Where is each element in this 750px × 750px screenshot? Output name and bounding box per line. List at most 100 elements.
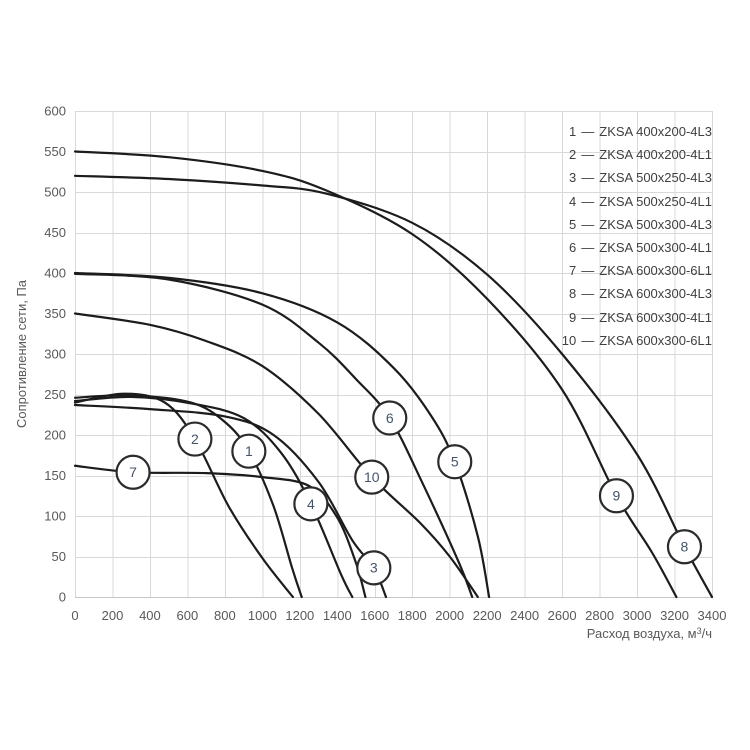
series-marker-circle-3 <box>356 550 392 586</box>
y-tick-label: 300 <box>44 347 66 362</box>
legend-item-number: 9 <box>569 309 577 325</box>
x-tick-label: 1800 <box>398 608 427 623</box>
series-marker-number-7: 7 <box>129 464 137 480</box>
legend-item-label: ZKSA 400x200-4L3 <box>599 124 712 139</box>
curve-series-6 <box>73 272 474 599</box>
y-tick-label: 450 <box>44 225 66 240</box>
legend-item-9: 9— ZKSA 600x300-4L1 <box>558 306 712 329</box>
x-tick-label: 200 <box>102 608 124 623</box>
legend-item-3: 3— ZKSA 500x250-4L3 <box>558 166 712 189</box>
legend-item-number: 3 <box>569 170 577 186</box>
legend-item-separator: — <box>581 332 595 348</box>
x-tick-label: 2400 <box>510 608 539 623</box>
axis-ticks-layer: 0 200 400 600 800 1000 1200 1400 1600 1800 2000 220… <box>44 104 726 624</box>
series-marker-circle-8 <box>666 529 703 565</box>
x-tick-label: 2600 <box>548 608 577 623</box>
legend-item-label: ZKSA 600x300-4L3 <box>599 286 712 302</box>
legend-item-separator: — <box>581 216 595 232</box>
legend-item-separator: — <box>581 309 595 325</box>
legend-item-7: 7— ZKSA 600x300-6L1 <box>558 259 712 282</box>
x-tick-label: 1200 <box>285 608 314 623</box>
series-marker-circle-7 <box>115 454 151 490</box>
y-tick-label: 50 <box>52 549 66 564</box>
y-tick-label: 400 <box>44 266 66 281</box>
series-marker-circle-5 <box>437 444 473 480</box>
series-marker-number-10: 10 <box>364 469 380 485</box>
legend-item-10: 10— ZKSA 600x300-6L1 <box>558 329 712 352</box>
legend-item-number: 5 <box>569 216 577 232</box>
legend-item-label: ZKSA 600x300-6L1 <box>599 263 712 279</box>
series-marker-number-2: 2 <box>191 431 199 447</box>
x-tick-label: 1600 <box>360 608 389 623</box>
x-tick-label: 0 <box>71 608 78 623</box>
y-tick-label: 150 <box>44 468 66 483</box>
curve-series-10 <box>73 312 479 599</box>
legend-item-number: 4 <box>569 193 577 209</box>
series-marker-number-9: 9 <box>613 488 621 504</box>
legend-item-separator: — <box>581 193 595 209</box>
legend-item-separator: — <box>581 124 595 139</box>
legend-item-5: 5— ZKSA 500x300-4L3 <box>558 213 712 236</box>
legend-item-separator: — <box>581 286 595 302</box>
legend-item-separator: — <box>581 147 595 163</box>
x-tick-label: 800 <box>214 608 236 623</box>
legend-item-separator: — <box>581 239 595 255</box>
legend: 1— ZKSA 400x200-4L3 2— ZKSA 400x200-4L1 3— ZK… <box>558 120 712 352</box>
x-tick-label: 1400 <box>323 608 352 623</box>
legend-item-4: 4— ZKSA 500x250-4L1 <box>558 190 712 213</box>
x-tick-label: 1000 <box>248 608 277 623</box>
y-axis-title: Сопротивление сети, Па <box>14 279 29 428</box>
y-tick-label: 550 <box>44 144 66 159</box>
series-marker-circle-9 <box>598 478 635 514</box>
legend-item-label: ZKSA 600x300-4L1 <box>599 309 712 325</box>
series-markers-layer: 1 2 3 4 5 6 7 8 9 10 <box>115 400 703 586</box>
curve-series-4 <box>73 395 354 599</box>
y-tick-label: 500 <box>44 185 66 200</box>
x-tick-label: 3400 <box>698 608 727 623</box>
legend-item-number: 7 <box>569 263 577 279</box>
curve-series-5 <box>73 271 491 599</box>
legend-item-number: 1 <box>569 124 577 139</box>
legend-item-label: ZKSA 500x250-4L3 <box>599 170 712 186</box>
series-marker-number-4: 4 <box>307 496 315 512</box>
y-tick-label: 0 <box>59 590 66 605</box>
legend-item-label: ZKSA 500x250-4L1 <box>599 193 712 209</box>
x-tick-label: 400 <box>139 608 161 623</box>
curve-series-9 <box>73 150 678 599</box>
y-tick-label: 250 <box>44 387 66 402</box>
series-marker-number-8: 8 <box>681 539 689 555</box>
y-tick-label: 600 <box>44 104 66 119</box>
legend-item-number: 8 <box>569 286 577 302</box>
y-tick-label: 100 <box>44 509 66 524</box>
legend-item-2: 2— ZKSA 400x200-4L1 <box>558 143 712 166</box>
legend-item-number: 2 <box>569 147 577 163</box>
series-marker-number-5: 5 <box>451 454 459 470</box>
legend-item-label: ZKSA 500x300-4L1 <box>599 239 712 255</box>
series-marker-circle-6 <box>372 400 408 436</box>
y-tick-label: 350 <box>44 306 66 321</box>
legend-item-label: ZKSA 400x200-4L1 <box>599 147 712 163</box>
series-marker-circle-4 <box>293 486 329 522</box>
curve-series-2 <box>73 392 294 599</box>
x-tick-label: 3000 <box>623 608 652 623</box>
series-marker-number-6: 6 <box>386 410 394 426</box>
series-marker-circle-10 <box>354 459 390 495</box>
legend-item-number: 6 <box>569 239 577 255</box>
legend-item-separator: — <box>581 263 595 279</box>
legend-item-label: ZKSA 600x300-6L1 <box>599 332 712 348</box>
series-marker-number-1: 1 <box>245 443 253 459</box>
x-tick-label: 2000 <box>435 608 464 623</box>
legend-item-label: ZKSA 500x300-4L3 <box>599 216 712 232</box>
x-axis-title: Расход воздуха, м3/ч <box>587 626 712 641</box>
curve-series-8 <box>73 174 714 599</box>
series-marker-circle-1 <box>231 433 267 469</box>
curve-series-1 <box>73 394 303 599</box>
legend-item-1: 1 — ZKSA 400x200-4L3 <box>558 120 712 143</box>
x-tick-label: 2200 <box>473 608 502 623</box>
legend-item-6: 6— ZKSA 500x300-4L1 <box>558 236 712 259</box>
y-tick-label: 200 <box>44 428 66 443</box>
series-marker-circle-2 <box>177 421 213 457</box>
legend-item-separator: — <box>581 170 595 186</box>
